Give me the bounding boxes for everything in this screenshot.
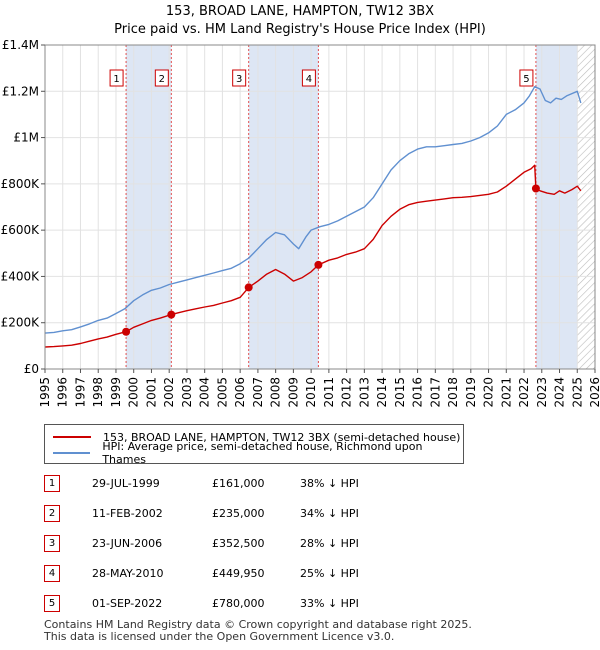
sale-row: 3 23-JUN-2006 £352,500 28% ↓ HPI xyxy=(44,534,404,554)
sale-row: 2 11-FEB-2002 £235,000 34% ↓ HPI xyxy=(44,504,404,524)
shaded-period xyxy=(248,45,319,369)
y-tick-label: £800K xyxy=(1,177,41,191)
sale-marker-box xyxy=(232,69,247,87)
y-tick-label: £200K xyxy=(1,316,41,330)
x-tick-label: 2026 xyxy=(588,377,600,408)
x-tick-label: 2004 xyxy=(198,377,212,408)
sale-price: £161,000 xyxy=(212,477,265,490)
price-chart: 1 2 3 4 5 £0 £200K £400K £600K £800K £1M £1.2M £1.4… xyxy=(1,38,600,408)
chart-title: 153, BROAD LANE, HAMPTON, TW12 3BX xyxy=(165,4,435,19)
sale-number-badge: 1 xyxy=(44,475,60,492)
sale-marker-label: 1 xyxy=(113,74,119,85)
sale-number-badge: 4 xyxy=(44,565,60,582)
forecast-hatch xyxy=(577,45,595,369)
sale-hpi-diff: 38% ↓ HPI xyxy=(300,477,359,490)
x-tick-label: 2006 xyxy=(233,377,247,408)
x-tick-label: 2024 xyxy=(553,377,567,408)
sale-hpi-diff: 25% ↓ HPI xyxy=(300,567,359,580)
x-tick-label: 1995 xyxy=(38,377,52,408)
y-tick-label: £0 xyxy=(24,362,39,376)
y-tick-label: £1.4M xyxy=(2,38,39,52)
sale-price: £780,000 xyxy=(212,597,265,610)
x-tick-label: 2021 xyxy=(499,377,513,408)
x-tick-label: 2002 xyxy=(162,377,176,408)
sale-hpi-diff: 33% ↓ HPI xyxy=(300,597,359,610)
chart-legend: 153, BROAD LANE, HAMPTON, TW12 3BX (semi… xyxy=(44,424,464,466)
x-tick-label: 1996 xyxy=(56,377,70,408)
sale-marker-box xyxy=(154,69,169,87)
x-tick-label: 2001 xyxy=(144,377,158,408)
x-tick-label: 2022 xyxy=(517,377,531,408)
x-tick-label: 2008 xyxy=(269,377,283,408)
x-tick-label: 2005 xyxy=(215,377,229,408)
sale-number-badge: 2 xyxy=(44,505,60,522)
series-line-hpi xyxy=(45,164,582,348)
x-tick-label: 2016 xyxy=(411,377,425,408)
sale-point xyxy=(314,260,323,269)
chart-subtitle: Price paid vs. HM Land Registry's House … xyxy=(114,22,486,37)
y-tick-label: £400K xyxy=(1,269,41,283)
sale-marker-box xyxy=(301,69,316,87)
sale-date: 29-JUL-1999 xyxy=(92,477,160,490)
sale-hpi-diff: 28% ↓ HPI xyxy=(300,537,359,550)
x-tick-label: 2015 xyxy=(393,377,407,408)
x-tick-label: 2012 xyxy=(340,377,354,408)
sale-point xyxy=(167,310,176,319)
x-tick-label: 2009 xyxy=(286,377,300,408)
y-tick-label: £600K xyxy=(1,223,41,237)
sale-date: 11-FEB-2002 xyxy=(92,507,163,520)
sale-row: 5 01-SEP-2022 £780,000 33% ↓ HPI xyxy=(44,594,404,614)
sale-marker-label: 3 xyxy=(236,74,242,85)
x-tick-label: 2003 xyxy=(180,377,194,408)
x-tick-label: 2000 xyxy=(127,377,141,408)
legend-item-hpi: HPI: Average price, semi-detached house,… xyxy=(53,440,463,466)
legend-swatch-property xyxy=(53,436,91,438)
sale-point xyxy=(122,327,131,336)
sale-marker-label: 2 xyxy=(159,74,165,85)
shaded-period xyxy=(126,45,172,369)
x-tick-label: 2020 xyxy=(482,377,496,408)
y-tick-label: £1.2M xyxy=(2,84,39,98)
footer-line-licence: This data is licensed under the Open Gov… xyxy=(44,630,395,643)
y-tick-label: £1M xyxy=(13,131,39,145)
x-tick-label: 2017 xyxy=(428,377,442,408)
plot-frame xyxy=(44,44,596,370)
sale-point xyxy=(531,184,540,193)
sale-marker-box xyxy=(109,69,124,87)
sale-price: £352,500 xyxy=(212,537,265,550)
x-tick-label: 2014 xyxy=(375,377,389,408)
legend-item-property: 153, BROAD LANE, HAMPTON, TW12 3BX (semi… xyxy=(53,429,460,445)
legend-label-property: 153, BROAD LANE, HAMPTON, TW12 3BX (semi… xyxy=(103,430,461,444)
x-tick-label: 2025 xyxy=(570,377,584,408)
sale-date: 28-MAY-2010 xyxy=(92,567,164,580)
sale-marker-label: 5 xyxy=(523,74,529,85)
sale-row: 4 28-MAY-2010 £449,950 25% ↓ HPI xyxy=(44,564,404,584)
x-tick-label: 1998 xyxy=(91,377,105,408)
footer-line-copyright: Contains HM Land Registry data © Crown c… xyxy=(44,618,472,631)
sale-hpi-diff: 34% ↓ HPI xyxy=(300,507,359,520)
x-tick-label: 2023 xyxy=(535,377,549,408)
x-tick-label: 1997 xyxy=(73,377,87,408)
sale-number-badge: 3 xyxy=(44,535,60,552)
x-tick-label: 2010 xyxy=(304,377,318,408)
x-tick-label: 1999 xyxy=(109,377,123,408)
sale-marker-label: 4 xyxy=(306,74,312,85)
x-tick-label: 2013 xyxy=(357,377,371,408)
sale-number-badge: 5 xyxy=(44,595,60,612)
x-tick-label: 2011 xyxy=(322,377,336,408)
legend-swatch-hpi xyxy=(53,452,91,454)
series-line-property xyxy=(45,85,582,334)
sale-price: £449,950 xyxy=(212,567,265,580)
x-tick-label: 2018 xyxy=(446,377,460,408)
legend-label-hpi: HPI: Average price, semi-detached house,… xyxy=(102,440,423,466)
sale-date: 01-SEP-2022 xyxy=(92,597,163,610)
x-tick-label: 2007 xyxy=(251,377,265,408)
sale-price: £235,000 xyxy=(212,507,265,520)
sale-point xyxy=(244,283,253,292)
sale-date: 23-JUN-2006 xyxy=(92,537,163,550)
sale-marker-box xyxy=(519,69,534,87)
footer-attribution: Contains HM Land Registry data © Crown c… xyxy=(44,619,472,643)
x-tick-label: 2019 xyxy=(464,377,478,408)
sale-row: 1 29-JUL-1999 £161,000 38% ↓ HPI xyxy=(44,474,404,494)
